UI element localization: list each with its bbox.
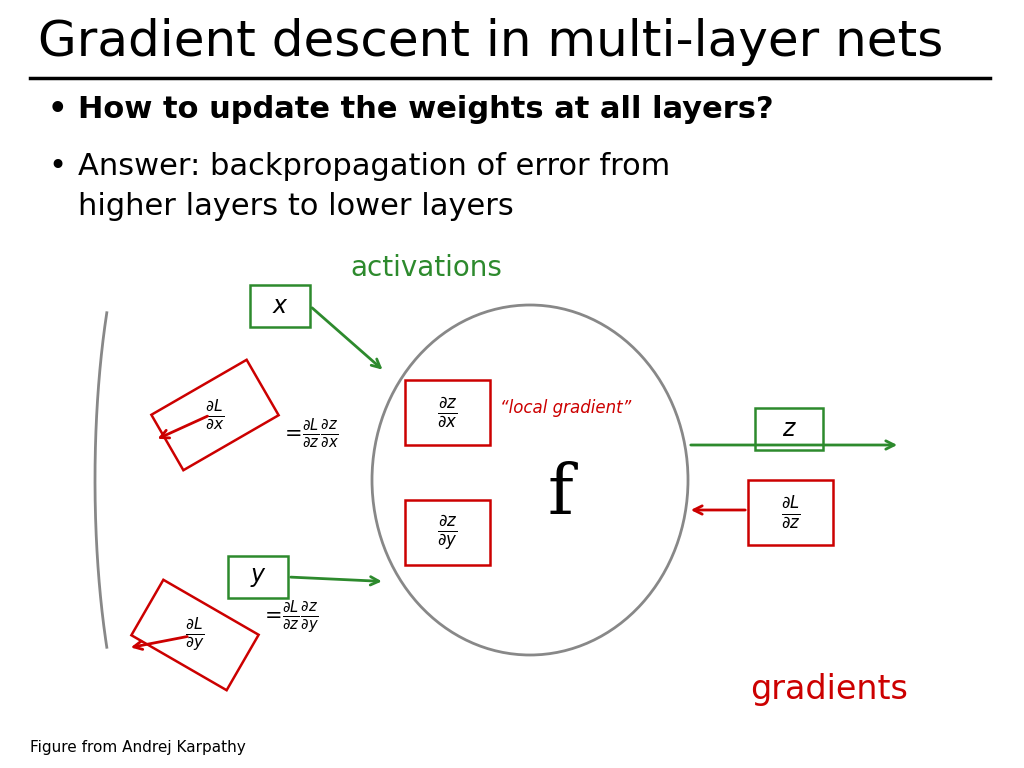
FancyBboxPatch shape xyxy=(755,408,823,450)
Text: Gradient descent in multi-layer nets: Gradient descent in multi-layer nets xyxy=(38,18,943,66)
Text: $y$: $y$ xyxy=(250,565,266,589)
Text: $\frac{\partial z}{\partial x}$: $\frac{\partial z}{\partial x}$ xyxy=(437,396,458,429)
Text: f: f xyxy=(547,462,572,528)
Text: $=\!\frac{\partial L}{\partial z}\frac{\partial z}{\partial y}$: $=\!\frac{\partial L}{\partial z}\frac{\… xyxy=(260,598,318,635)
Text: $x$: $x$ xyxy=(271,294,289,318)
Text: $\frac{\partial L}{\partial z}$: $\frac{\partial L}{\partial z}$ xyxy=(780,495,801,531)
Text: gradients: gradients xyxy=(750,674,908,707)
Text: How to update the weights at all layers?: How to update the weights at all layers? xyxy=(78,95,773,124)
Text: $\frac{\partial L}{\partial y}$: $\frac{\partial L}{\partial y}$ xyxy=(185,616,205,654)
FancyBboxPatch shape xyxy=(131,580,259,690)
FancyBboxPatch shape xyxy=(406,380,490,445)
Text: $\frac{\partial L}{\partial x}$: $\frac{\partial L}{\partial x}$ xyxy=(206,398,224,432)
Text: $=\!\frac{\partial L}{\partial z}\frac{\partial z}{\partial x}$: $=\!\frac{\partial L}{\partial z}\frac{\… xyxy=(280,416,339,449)
Text: $z$: $z$ xyxy=(781,417,797,441)
Text: $\frac{\partial z}{\partial y}$: $\frac{\partial z}{\partial y}$ xyxy=(437,513,458,552)
FancyBboxPatch shape xyxy=(250,285,310,327)
Text: Figure from Andrej Karpathy: Figure from Andrej Karpathy xyxy=(30,740,246,755)
Text: Answer: backpropagation of error from: Answer: backpropagation of error from xyxy=(78,152,671,181)
FancyBboxPatch shape xyxy=(406,500,490,565)
Text: •: • xyxy=(48,152,67,181)
Text: •: • xyxy=(48,95,68,124)
Text: higher layers to lower layers: higher layers to lower layers xyxy=(78,192,514,221)
Text: activations: activations xyxy=(350,254,502,282)
Text: “local gradient”: “local gradient” xyxy=(500,399,631,417)
FancyBboxPatch shape xyxy=(152,359,279,470)
FancyBboxPatch shape xyxy=(228,556,288,598)
FancyBboxPatch shape xyxy=(748,480,833,545)
